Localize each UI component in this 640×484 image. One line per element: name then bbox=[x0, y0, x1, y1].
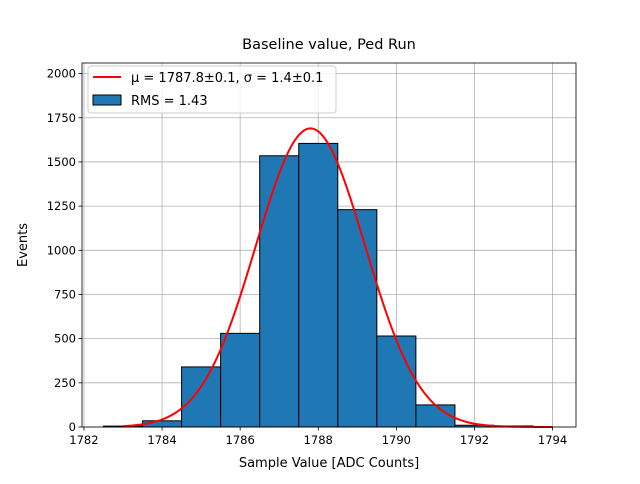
histogram-bar bbox=[376, 335, 417, 428]
y-tick-label: 1000 bbox=[47, 243, 76, 257]
y-axis-ticks: 0 250 500 750 1000 1250 1500 1750 2000 bbox=[47, 67, 82, 434]
histogram-bar bbox=[181, 366, 222, 428]
axes-frame bbox=[81, 62, 577, 428]
y-tick-label: 500 bbox=[54, 332, 76, 346]
y-tick-label: 2000 bbox=[47, 67, 76, 81]
legend-hist-swatch bbox=[92, 94, 122, 106]
legend-fit-label: μ = 1787.8±0.1, σ = 1.4±0.1 bbox=[131, 71, 323, 86]
x-axis-ticks: 1782 1784 1786 1788 1790 1792 1794 bbox=[69, 427, 567, 447]
x-tick-label: 1784 bbox=[147, 433, 176, 447]
x-axis-label: Sample Value [ADC Counts] bbox=[239, 456, 419, 471]
y-tick-label: 0 bbox=[69, 420, 76, 434]
histogram-bar bbox=[220, 332, 261, 428]
histogram-bars bbox=[102, 142, 534, 428]
histogram-bar bbox=[337, 209, 378, 428]
histogram-bar bbox=[298, 142, 339, 428]
histogram-bar bbox=[259, 155, 300, 428]
y-tick-label: 750 bbox=[54, 287, 76, 301]
x-tick-label: 1788 bbox=[304, 433, 333, 447]
legend-hist-label: RMS = 1.43 bbox=[131, 94, 208, 109]
x-tick-label: 1794 bbox=[538, 433, 567, 447]
y-tick-label: 1250 bbox=[47, 199, 76, 213]
y-tick-label: 250 bbox=[54, 376, 76, 390]
chart-title: Baseline value, Ped Run bbox=[242, 37, 416, 53]
y-tick-label: 1750 bbox=[47, 111, 76, 125]
gaussian-fit-curve bbox=[122, 127, 553, 428]
x-tick-label: 1786 bbox=[226, 433, 255, 447]
y-tick-label: 1500 bbox=[47, 155, 76, 169]
x-tick-label: 1790 bbox=[382, 433, 411, 447]
y-axis-label: Events bbox=[16, 223, 31, 267]
legend-box bbox=[87, 65, 337, 114]
x-tick-label: 1792 bbox=[460, 433, 489, 447]
legend: μ = 1787.8±0.1, σ = 1.4±0.1 RMS = 1.43 bbox=[87, 65, 337, 114]
x-tick-label: 1782 bbox=[69, 433, 98, 447]
